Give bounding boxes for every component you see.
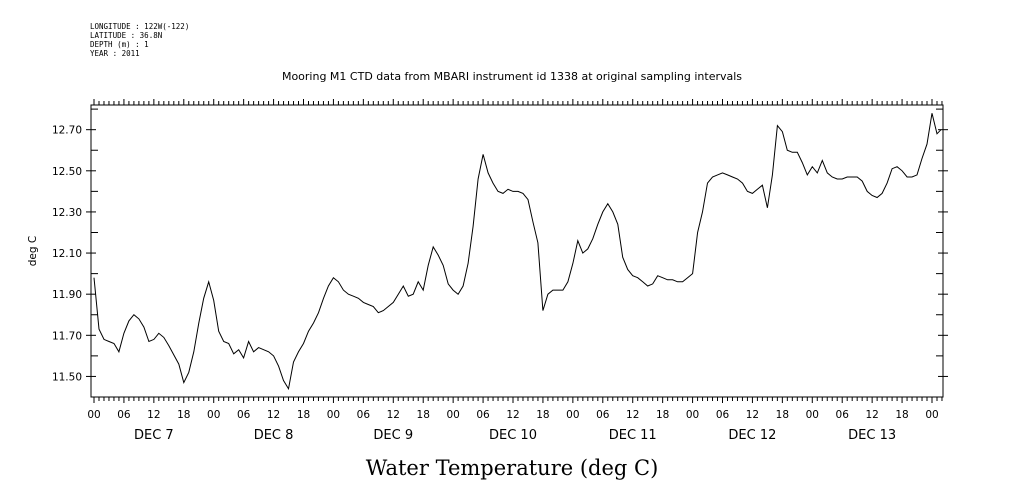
- minor-tick-marks: [93, 99, 943, 403]
- x-hour-label: 18: [656, 409, 669, 421]
- x-hour-label: 06: [117, 409, 131, 421]
- x-hour-label: 12: [865, 409, 878, 421]
- x-hour-label: 18: [177, 409, 190, 421]
- x-day-label: DEC 8: [254, 428, 294, 443]
- x-hour-label: 12: [147, 409, 160, 421]
- x-hour-label: 18: [776, 409, 789, 421]
- x-hour-label: 12: [387, 409, 400, 421]
- latitude-text: LATITUDE : 36.8N: [90, 31, 163, 40]
- metadata-block: LONGITUDE : 122W(-122) LATITUDE : 36.8N …: [90, 22, 189, 58]
- plot-frame: [90, 104, 944, 398]
- y-tick-label: 11.50: [52, 371, 82, 383]
- x-day-label: DEC 13: [848, 428, 896, 443]
- x-hour-label: 18: [417, 409, 430, 421]
- x-day-label: DEC 10: [489, 428, 537, 443]
- y-tick-label: 12.70: [52, 125, 82, 137]
- x-day-label: DEC 9: [373, 428, 413, 443]
- longitude-text: LONGITUDE : 122W(-122): [90, 22, 190, 31]
- depth-text: DEPTH (m) : 1: [90, 40, 149, 49]
- x-hour-label: 06: [596, 409, 610, 421]
- x-axis-label: Water Temperature (deg C): [366, 456, 659, 480]
- x-axis: 00 06 12 18 00 06 12 18 00 06 12 18 00 06 12 18 00 06 12 18…: [87, 409, 938, 443]
- x-hour-label: 06: [716, 409, 730, 421]
- x-hour-label: 00: [207, 409, 220, 421]
- x-hour-label: 06: [357, 409, 371, 421]
- x-hour-label: 12: [267, 409, 280, 421]
- x-hour-label: 00: [327, 409, 340, 421]
- x-day-label: DEC 7: [134, 428, 174, 443]
- x-hour-label: 00: [446, 409, 459, 421]
- x-hour-label: 00: [925, 409, 938, 421]
- x-day-label: DEC 12: [728, 428, 776, 443]
- y-tick-label: 12.50: [52, 166, 82, 178]
- x-hour-label: 12: [626, 409, 639, 421]
- x-hour-label: 18: [297, 409, 310, 421]
- x-hour-label: 06: [476, 409, 490, 421]
- y-axis: 11.50 11.70 11.90 12.10 12.30 12.50 12.70: [52, 108, 948, 383]
- y-tick-label: 11.70: [52, 330, 82, 342]
- y-tick-label: 12.10: [52, 248, 82, 260]
- y-axis-label: deg C: [27, 236, 39, 266]
- x-hour-label: 18: [536, 409, 549, 421]
- x-hour-label: 00: [87, 409, 100, 421]
- y-tick-label: 12.30: [52, 207, 82, 219]
- x-hour-label: 06: [237, 409, 251, 421]
- y-tick-label: 11.90: [52, 289, 82, 301]
- year-text: YEAR : 2011: [90, 49, 140, 58]
- x-hour-label: 18: [895, 409, 908, 421]
- water-temperature-series-line: [93, 113, 942, 391]
- x-hour-label: 00: [566, 409, 579, 421]
- chart-title: Mooring M1 CTD data from MBARI instrumen…: [282, 70, 742, 83]
- x-hour-label: 06: [836, 409, 850, 421]
- x-hour-label: 12: [746, 409, 759, 421]
- x-day-label: DEC 11: [609, 428, 657, 443]
- x-hour-label: 12: [506, 409, 519, 421]
- x-hour-label: 00: [806, 409, 819, 421]
- x-hour-label: 00: [686, 409, 699, 421]
